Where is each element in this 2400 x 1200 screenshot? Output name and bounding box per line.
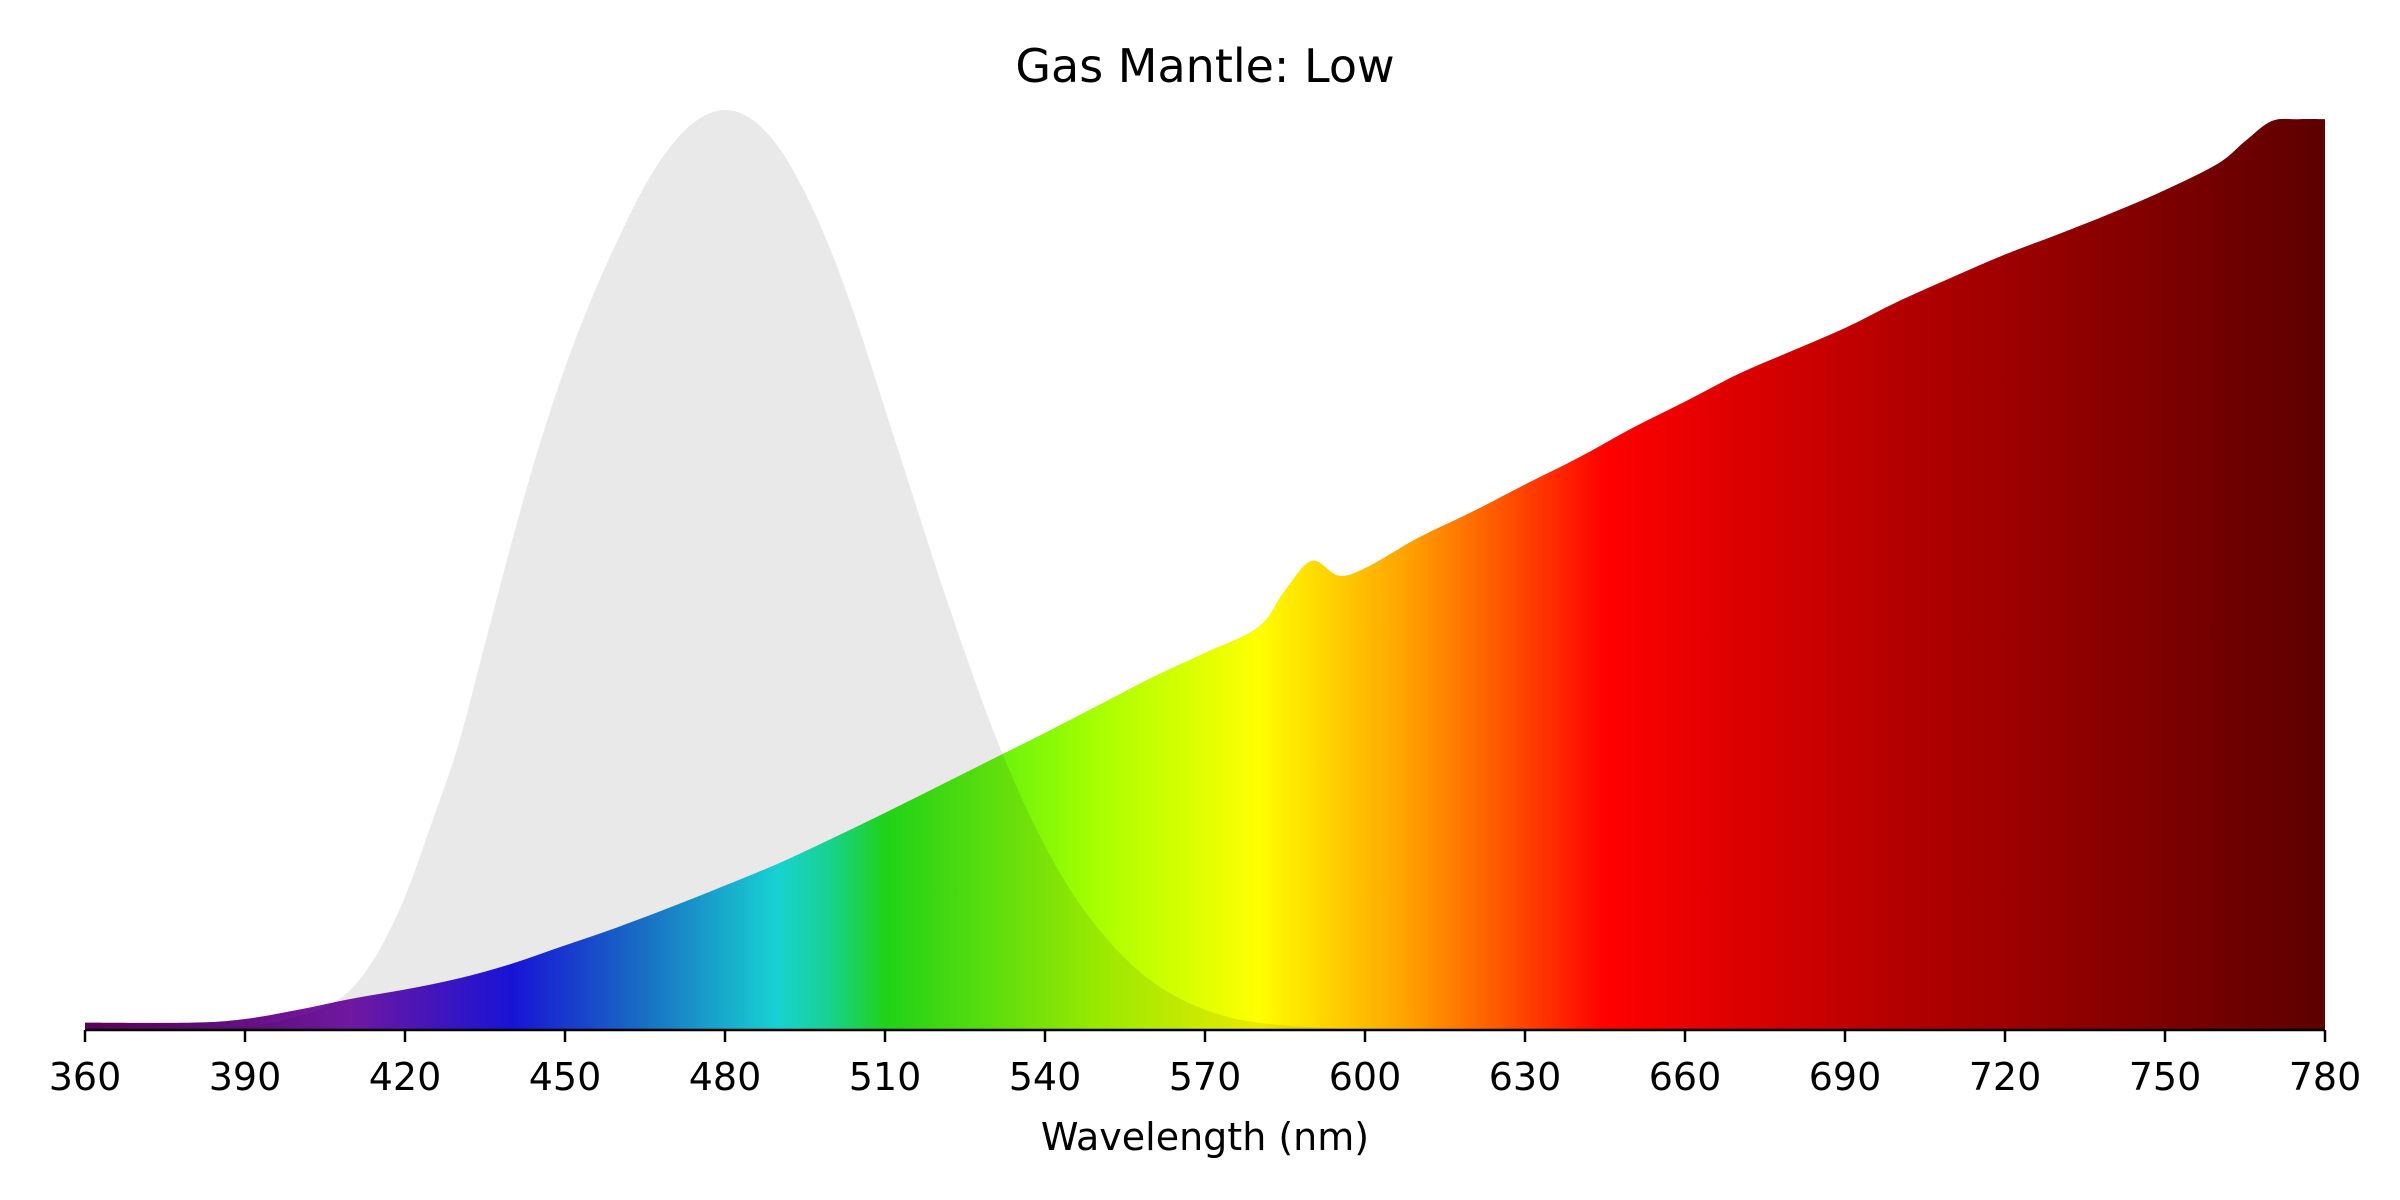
spectrum-area (85, 118, 2325, 1031)
x-tick-label-780: 780 (2289, 1055, 2362, 1099)
plot-area (85, 110, 2325, 1031)
x-tick-label-720: 720 (1969, 1055, 2042, 1099)
x-tick-label-510: 510 (849, 1055, 922, 1099)
x-tick-label-600: 600 (1329, 1055, 1402, 1099)
x-tick-label-390: 390 (209, 1055, 282, 1099)
x-tick-label-690: 690 (1809, 1055, 1882, 1099)
x-tick-label-540: 540 (1009, 1055, 1082, 1099)
x-tick-label-420: 420 (369, 1055, 442, 1099)
sensitivity-area (85, 110, 2325, 1031)
x-tick-label-570: 570 (1169, 1055, 1242, 1099)
x-axis-ticks: 360 390 420 450 480 510 540 570 600 630 660 690 720 7… (49, 1030, 2362, 1099)
x-tick-label-450: 450 (529, 1055, 602, 1099)
x-tick-label-480: 480 (689, 1055, 762, 1099)
x-tick-label-660: 660 (1649, 1055, 1722, 1099)
x-tick-label-630: 630 (1489, 1055, 1562, 1099)
x-axis-label: Wavelength (nm) (1041, 1115, 1369, 1159)
x-tick-label-360: 360 (49, 1055, 122, 1099)
chart-title: Gas Mantle: Low (1015, 39, 1394, 93)
x-tick-label-750: 750 (2129, 1055, 2202, 1099)
